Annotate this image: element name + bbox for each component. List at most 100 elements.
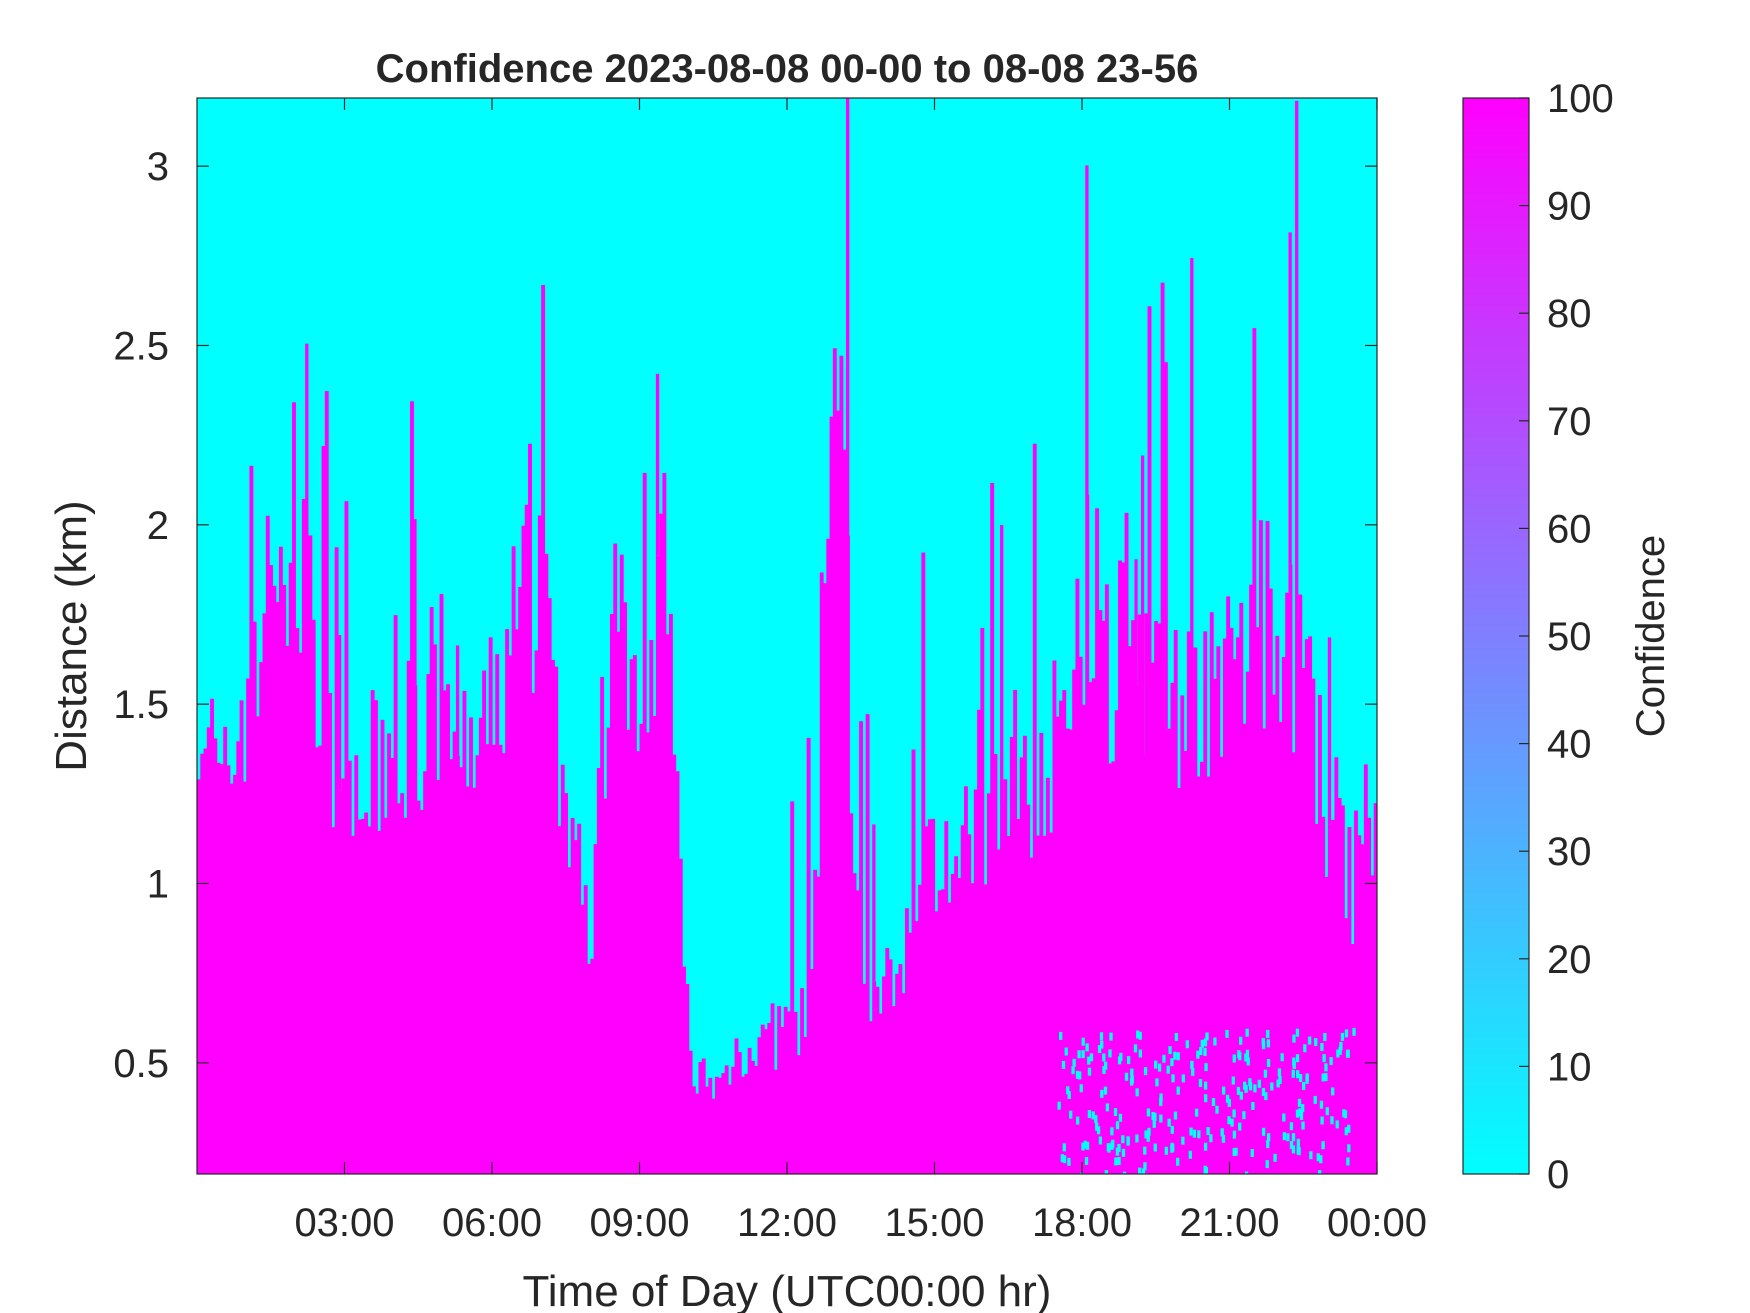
colorbar-tick-label: 90 [1547, 185, 1592, 229]
heatmap-cell-column [433, 644, 437, 1174]
heatmap-cell-column [249, 465, 254, 1174]
heatmap-mixed-cell [1081, 1037, 1085, 1046]
heatmap-cell-column [1091, 678, 1096, 1174]
y-tick-label: 2.5 [113, 324, 169, 368]
heatmap-mixed-cell [1121, 1148, 1126, 1157]
heatmap-cell-column [380, 719, 385, 1174]
heatmap-cell-column [747, 1047, 752, 1174]
heatmap-mixed-cell [1248, 1082, 1253, 1091]
colorbar-tick-label: 30 [1547, 830, 1592, 874]
heatmap-cell-column [259, 662, 264, 1174]
heatmap-cell-column [1340, 805, 1345, 1174]
heatmap-cell-column [393, 615, 398, 1174]
heatmap-cell-column [311, 619, 316, 1174]
heatmap-streak [455, 645, 460, 756]
heatmap-mixed-cell [1301, 1082, 1306, 1091]
heatmap-cell-column [718, 1077, 723, 1174]
y-axis-ticks: 0.5 1 1.5 2 2.5 3 [113, 145, 1377, 1086]
heatmap-cell-column [1082, 704, 1086, 1174]
heatmap-cell-column [446, 684, 450, 1174]
heatmap-cell-column [256, 716, 260, 1174]
heatmap-mixed-cell [1181, 1136, 1185, 1145]
heatmap-cell-column [1032, 443, 1037, 1174]
heatmap-streak [1190, 258, 1194, 761]
heatmap-cell-column [826, 538, 831, 1174]
heatmap-mixed-cell [1221, 1134, 1226, 1143]
heatmap-cell-column [1088, 682, 1093, 1174]
heatmap-mixed-cell [1081, 1050, 1085, 1059]
heatmap-mixed-cell [1266, 1059, 1271, 1068]
heatmap-mixed-cell [1108, 1049, 1112, 1058]
heatmap-cell-column [367, 826, 372, 1174]
heatmap-cell-column [777, 1006, 782, 1174]
heatmap-cell-column [465, 786, 470, 1174]
heatmap-mixed-cell [1291, 1133, 1296, 1142]
heatmap-mixed-cell [1234, 1147, 1238, 1156]
heatmap-mixed-cell [1159, 1114, 1163, 1123]
colorbar [1462, 97, 1530, 1175]
heatmap-cell-column [1200, 761, 1204, 1174]
heatmap-cell-column [1003, 779, 1008, 1174]
heatmap-cell-column [570, 817, 575, 1174]
heatmap-cell-column [1360, 844, 1365, 1174]
heatmap-cell-column [413, 685, 418, 1174]
heatmap-mixed-cell [1232, 1130, 1237, 1139]
heatmap-cell-column [1262, 728, 1267, 1174]
x-axis-ticks: 03:00 06:00 09:00 12:00 15:00 18:00 21:00 00:00 [294, 98, 1427, 1245]
heatmap-cell-column [924, 826, 929, 1174]
heatmap-mixed-cell [1227, 1098, 1231, 1107]
heatmap-mixed-cell [1236, 1086, 1241, 1095]
heatmap-mixed-cell [1190, 1060, 1194, 1069]
heatmap-cell-column [1278, 722, 1283, 1174]
heatmap-cell-column [1052, 660, 1057, 1174]
heatmap-mixed-cell [1347, 1124, 1351, 1133]
y-tick-label: 1.5 [113, 683, 169, 727]
heatmap-cell-column [957, 878, 962, 1174]
colorbar-tick-label: 100 [1547, 77, 1614, 121]
heatmap-mixed-cell [1273, 1153, 1277, 1162]
heatmap-cell-column [275, 602, 280, 1174]
heatmap-cell-column [875, 986, 880, 1174]
heatmap-cell-column [1075, 578, 1080, 1174]
heatmap-mixed-cell [1100, 1040, 1104, 1049]
heatmap-cell-column [911, 749, 916, 1174]
heatmap-cell-column [406, 660, 411, 1174]
heatmap-mixed-cell [1336, 1049, 1340, 1058]
heatmap-cell-column [947, 902, 952, 1174]
heatmap-mixed-cell [1324, 1073, 1328, 1082]
heatmap-cell-column [950, 873, 955, 1174]
heatmap-cell-column [1344, 918, 1349, 1174]
heatmap-cell-column [986, 793, 991, 1174]
heatmap-cell-column [1226, 596, 1231, 1174]
heatmap-mixed-cell [1340, 1032, 1345, 1041]
heatmap-cell-column [288, 562, 293, 1174]
heatmap-cell-column [1095, 508, 1099, 1174]
heatmap-mixed-cell [1309, 1151, 1313, 1160]
heatmap-cell-column [321, 446, 326, 1174]
heatmap-cell-column [1055, 716, 1060, 1174]
heatmap-mixed-cell [1185, 1040, 1189, 1049]
heatmap-cell-column [593, 844, 598, 1174]
heatmap-cell-column [695, 1093, 700, 1174]
heatmap-mixed-cell [1322, 1054, 1326, 1063]
heatmap-cell-column [1242, 723, 1247, 1174]
heatmap-cell-column [1045, 777, 1050, 1174]
heatmap-mixed-cell [1157, 1063, 1162, 1072]
heatmap-cell-column [888, 959, 893, 1174]
heatmap-cell-column [492, 744, 496, 1174]
heatmap-cell-column [1193, 647, 1198, 1174]
heatmap-mixed-cell [1159, 1093, 1163, 1102]
heatmap-cell-column [501, 753, 506, 1174]
heatmap-cell-column [1373, 803, 1377, 1174]
heatmap-cell-column [1311, 678, 1316, 1174]
heatmap-cell-column [462, 690, 467, 1174]
heatmap-mixed-cell [1087, 1110, 1092, 1119]
heatmap-cell-column [603, 798, 608, 1174]
heatmap-mixed-cell [1271, 1173, 1275, 1174]
heatmap-mixed-cell [1298, 1108, 1302, 1117]
y-tick-label: 0.5 [113, 1042, 169, 1086]
heatmap-streak [1288, 232, 1292, 565]
heatmap-mixed-cell [1061, 1060, 1066, 1069]
heatmap-mixed-cell [1100, 1089, 1104, 1098]
heatmap-cell-column [629, 659, 634, 1174]
